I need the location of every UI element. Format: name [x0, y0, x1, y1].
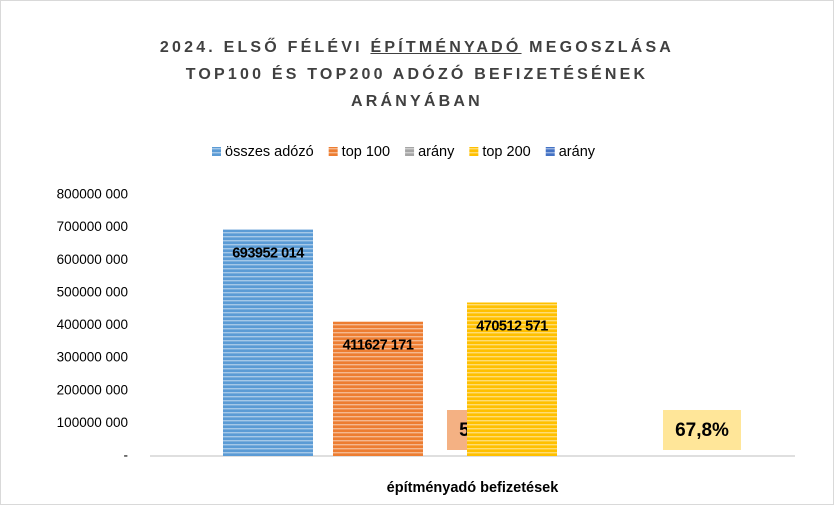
- chart-title: 2024. ELSŐ FÉLÉVI ÉPÍTMÉNYADÓ MEGOSZLÁSA…: [0, 34, 834, 115]
- bar: [223, 229, 313, 456]
- legend-label: arány: [418, 144, 455, 160]
- value-label: 470512 571: [476, 318, 548, 334]
- y-tick-label: 700000 000: [57, 219, 128, 234]
- x-tick-label: építményadó befizetések: [387, 480, 560, 496]
- y-tick-label: 100000 000: [57, 415, 128, 430]
- legend-swatch: [545, 147, 555, 156]
- y-tick-label: 600000 000: [57, 252, 128, 267]
- value-label: 67,8%: [675, 420, 729, 441]
- y-tick-label: 500000 000: [57, 284, 128, 299]
- y-tick-label: 400000 000: [57, 317, 128, 332]
- value-label-box: [663, 410, 741, 450]
- legend-item: arány: [405, 144, 455, 160]
- legend-label: top 200: [482, 144, 530, 160]
- value-label: 411627 171: [343, 338, 414, 354]
- legend-label: top 100: [342, 144, 390, 160]
- legend-swatch: [405, 147, 415, 156]
- legend-swatch: [328, 147, 338, 156]
- title-part: ÉPÍTMÉNYADÓ: [370, 39, 522, 56]
- legend-label: összes adózó: [225, 144, 314, 160]
- legend-item: top 200: [469, 144, 531, 160]
- y-tick-label: 800000 000: [57, 187, 128, 202]
- legend-item: top 100: [328, 144, 390, 160]
- title-part: ARÁNYÁBAN: [351, 93, 483, 110]
- legend-label: arány: [559, 144, 596, 160]
- legend-swatch: [469, 147, 479, 156]
- legend-swatch: [212, 147, 221, 156]
- bar: [333, 321, 423, 456]
- y-tick-label: 200000 000: [57, 382, 128, 397]
- legend-item: összes adózó: [212, 144, 314, 160]
- y-tick-label: -: [124, 448, 129, 463]
- y-tick-label: 300000 000: [57, 350, 128, 365]
- title-part: MEGOSZLÁSA: [521, 39, 675, 56]
- title-part: TOP100 ÉS TOP200 ADÓZÓ BEFIZETÉSÉNEK: [185, 66, 649, 83]
- value-label: 693952 014: [232, 245, 304, 261]
- title-part: 2024. ELSŐ FÉLÉVI: [159, 39, 371, 56]
- legend-item: arány: [545, 144, 596, 160]
- bar: [467, 302, 557, 456]
